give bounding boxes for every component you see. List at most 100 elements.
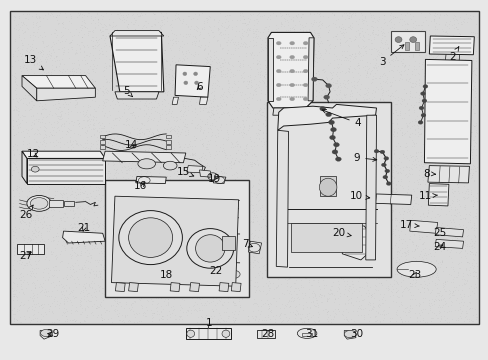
- Point: [177, 214, 184, 220]
- Point: [443, 161, 451, 166]
- Point: [53, 241, 61, 247]
- Point: [247, 230, 255, 236]
- Point: [153, 35, 161, 41]
- Point: [158, 19, 165, 25]
- Point: [264, 312, 272, 318]
- Point: [220, 24, 227, 30]
- Point: [332, 197, 340, 203]
- Point: [83, 291, 91, 296]
- Point: [167, 87, 175, 93]
- Point: [81, 194, 89, 200]
- Point: [410, 247, 418, 253]
- Point: [202, 239, 209, 244]
- Point: [403, 195, 411, 201]
- Point: [194, 232, 202, 238]
- Point: [319, 69, 327, 75]
- Point: [290, 177, 298, 183]
- Point: [290, 45, 298, 51]
- Point: [255, 135, 263, 141]
- Point: [250, 190, 258, 196]
- Point: [403, 319, 410, 324]
- Point: [287, 171, 295, 177]
- Point: [183, 125, 190, 130]
- Point: [466, 225, 474, 230]
- Point: [362, 184, 369, 190]
- Point: [41, 114, 49, 120]
- Point: [18, 76, 26, 82]
- Point: [259, 109, 266, 115]
- Point: [40, 105, 47, 111]
- Point: [386, 281, 393, 287]
- Point: [263, 158, 271, 164]
- Point: [416, 149, 424, 155]
- Point: [260, 262, 267, 268]
- Point: [441, 192, 449, 198]
- Point: [306, 117, 314, 122]
- Point: [88, 219, 96, 225]
- Point: [205, 86, 213, 91]
- Point: [276, 23, 284, 29]
- Ellipse shape: [276, 97, 281, 101]
- Point: [245, 75, 253, 80]
- Point: [174, 71, 182, 77]
- Point: [219, 253, 226, 259]
- Point: [332, 162, 340, 168]
- Point: [349, 145, 357, 151]
- Point: [462, 104, 469, 110]
- Point: [169, 218, 177, 224]
- Point: [61, 153, 68, 158]
- Point: [248, 12, 256, 17]
- Point: [120, 64, 128, 70]
- Point: [114, 91, 122, 97]
- Point: [205, 137, 213, 143]
- Point: [154, 238, 162, 244]
- Point: [103, 30, 111, 36]
- Point: [208, 96, 216, 102]
- Point: [118, 236, 125, 242]
- Point: [392, 249, 400, 255]
- Point: [195, 123, 203, 129]
- Point: [172, 226, 180, 232]
- Point: [74, 95, 82, 101]
- Point: [434, 63, 442, 69]
- Point: [125, 179, 133, 185]
- Point: [59, 214, 66, 220]
- Point: [325, 41, 333, 47]
- Point: [291, 253, 299, 258]
- Point: [216, 30, 224, 35]
- Point: [402, 26, 410, 32]
- Point: [210, 216, 218, 222]
- Point: [327, 252, 335, 258]
- Point: [108, 217, 116, 222]
- Point: [393, 244, 401, 249]
- Point: [418, 317, 426, 323]
- Point: [376, 24, 384, 30]
- Point: [133, 118, 141, 124]
- Point: [244, 195, 252, 201]
- Point: [108, 91, 116, 97]
- Point: [433, 274, 441, 280]
- Point: [81, 44, 88, 49]
- Point: [309, 294, 317, 300]
- Point: [296, 316, 304, 322]
- Point: [351, 36, 359, 42]
- Point: [326, 76, 334, 82]
- Point: [364, 269, 372, 275]
- Point: [309, 27, 317, 32]
- Point: [78, 34, 85, 40]
- Point: [55, 20, 63, 26]
- Point: [66, 11, 74, 17]
- Point: [267, 189, 275, 195]
- Point: [98, 24, 105, 30]
- Point: [219, 60, 227, 66]
- Point: [358, 159, 366, 165]
- Point: [381, 155, 389, 161]
- Point: [369, 64, 377, 69]
- Point: [106, 22, 114, 27]
- Point: [286, 77, 294, 83]
- Point: [54, 125, 62, 130]
- Point: [255, 108, 263, 114]
- Point: [265, 77, 273, 83]
- Point: [196, 208, 204, 214]
- Point: [70, 32, 78, 38]
